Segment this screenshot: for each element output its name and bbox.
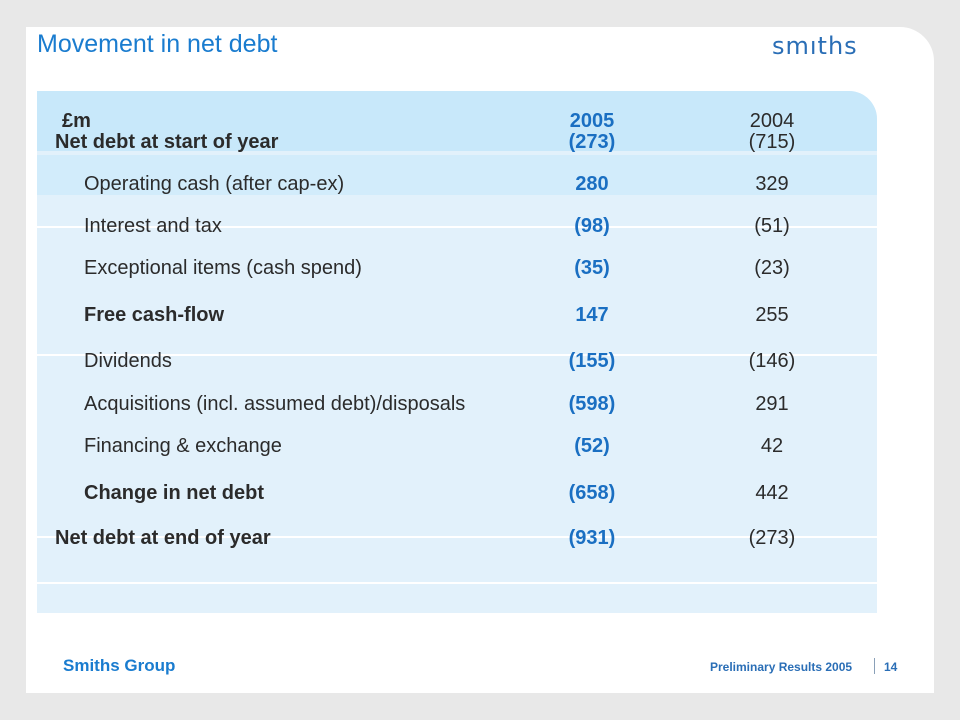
page-number: 14 (884, 660, 898, 674)
row-label: Change in net debt (84, 482, 264, 504)
footer-divider (874, 658, 875, 674)
footer-event: Preliminary Results 2005 (710, 660, 853, 674)
table-row: Free cash-flow 147 255 (37, 300, 877, 330)
table-row: Net debt at start of year (273) (715) (37, 127, 877, 157)
value-2005: 280 (575, 173, 609, 195)
row-label: Interest and tax (84, 215, 222, 237)
value-2004: 291 (755, 393, 789, 415)
value-2005: (598) (568, 393, 616, 415)
row-separator (37, 536, 877, 538)
value-2004: 255 (755, 304, 789, 326)
value-2004: (715) (748, 131, 796, 153)
row-separator (37, 226, 877, 228)
table-row: Change in net debt (658) 442 (37, 478, 877, 508)
table-row: Acquisitions (incl. assumed debt)/dispos… (37, 389, 877, 419)
value-2005: (35) (574, 257, 610, 279)
table-row: Operating cash (after cap-ex) 280 329 (37, 169, 877, 199)
row-label: Acquisitions (incl. assumed debt)/dispos… (84, 393, 466, 415)
row-separator (37, 354, 877, 356)
row-label: Net debt at end of year (55, 527, 271, 549)
table-row: Net debt at end of year (931) (273) (37, 523, 877, 553)
page-title: Movement in net debt (37, 30, 278, 58)
row-label: Free cash-flow (84, 304, 225, 326)
footer-company: Smiths Group (63, 656, 176, 675)
value-2004: 329 (755, 173, 789, 195)
value-2004: 42 (760, 435, 784, 457)
col-header-2005: 2005 (569, 110, 615, 132)
value-2005: (931) (568, 527, 616, 549)
table-row: Interest and tax (98) (51) (37, 211, 877, 241)
value-2005: 147 (575, 304, 609, 326)
value-2005: (658) (568, 482, 616, 504)
row-label: Operating cash (after cap-ex) (84, 173, 345, 195)
value-2004: (51) (754, 215, 790, 237)
unit-header: £m (62, 110, 91, 132)
row-label: Financing & exchange (84, 435, 282, 457)
value-2004: (146) (748, 350, 796, 372)
row-label: Exceptional items (cash spend) (84, 257, 362, 279)
row-label: Net debt at start of year (55, 131, 279, 153)
value-2005: (98) (574, 215, 610, 237)
table-header-row: £m 2005 2004 (37, 106, 877, 136)
table-row: Exceptional items (cash spend) (35) (23) (37, 253, 877, 283)
row-label: Dividends (84, 350, 172, 372)
value-2005: (273) (568, 131, 616, 153)
smiths-logo: smıths (772, 32, 858, 60)
value-2005: (52) (574, 435, 610, 457)
table-row: Dividends (155) (146) (37, 346, 877, 376)
value-2005: (155) (568, 350, 616, 372)
value-2004: (23) (754, 257, 790, 279)
table-row: Financing & exchange (52) 42 (37, 431, 877, 461)
value-2004: (273) (748, 527, 796, 549)
col-header-2004: 2004 (749, 110, 795, 132)
net-debt-table: £m 2005 2004 Net debt at start of year (2… (37, 91, 877, 613)
row-separator (37, 582, 877, 584)
table-spacer-band (37, 155, 877, 195)
table-header-band (37, 91, 877, 151)
value-2004: 442 (755, 482, 789, 504)
